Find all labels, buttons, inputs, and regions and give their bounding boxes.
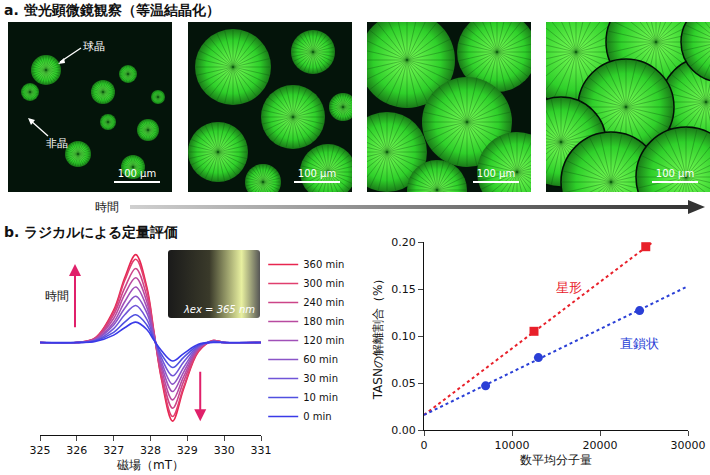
svg-text:326: 326 — [66, 444, 87, 457]
svg-text:時間: 時間 — [45, 289, 69, 303]
svg-text:327: 327 — [103, 444, 124, 457]
svg-text:60 min: 60 min — [303, 354, 338, 365]
svg-text:100 μm: 100 μm — [118, 168, 156, 179]
svg-text:30000: 30000 — [671, 439, 706, 452]
svg-text:時間: 時間 — [95, 200, 119, 214]
svg-text:0.05: 0.05 — [391, 377, 416, 390]
svg-text:360 min: 360 min — [303, 259, 344, 270]
svg-text:非晶: 非晶 — [46, 137, 68, 150]
svg-text:球晶: 球晶 — [83, 40, 105, 53]
svg-text:TASNの解離割合（%）: TASNの解離割合（%） — [371, 273, 385, 401]
svg-text:10000: 10000 — [495, 439, 530, 452]
svg-text:100 μm: 100 μm — [298, 168, 336, 179]
svg-text:0 min: 0 min — [303, 411, 331, 422]
svg-text:330: 330 — [214, 444, 235, 457]
html-text:b. ラジカルによる定量評価: b. ラジカルによる定量評価 — [4, 224, 179, 240]
svg-text:240 min: 240 min — [303, 297, 344, 308]
svg-text:0.10: 0.10 — [391, 330, 416, 343]
svg-text:180 min: 180 min — [303, 316, 344, 327]
svg-text:328: 328 — [140, 444, 161, 457]
svg-text:100 μm: 100 μm — [656, 168, 694, 179]
svg-text:329: 329 — [177, 444, 198, 457]
svg-text:磁場（mT）: 磁場（mT） — [116, 458, 184, 472]
svg-text:300 min: 300 min — [303, 278, 344, 289]
svg-text:20000: 20000 — [583, 439, 618, 452]
svg-text:30 min: 30 min — [303, 373, 338, 384]
svg-text:0: 0 — [421, 439, 428, 452]
svg-text:331: 331 — [251, 444, 272, 457]
svg-text:0.20: 0.20 — [391, 236, 416, 249]
svg-text:0.00: 0.00 — [391, 424, 416, 437]
svg-text:10 min: 10 min — [303, 392, 338, 403]
html-text:λex = 365 nm: λex = 365 nm — [183, 304, 255, 315]
html-text:a. 蛍光顕微鏡観察（等温結晶化）: a. 蛍光顕微鏡観察（等温結晶化） — [4, 2, 220, 18]
svg-text:数平均分子量: 数平均分子量 — [520, 453, 592, 467]
svg-text:325: 325 — [30, 444, 51, 457]
svg-text:120 min: 120 min — [303, 335, 344, 346]
svg-text:星形: 星形 — [556, 280, 582, 295]
svg-text:100 μm: 100 μm — [477, 168, 515, 179]
svg-text:直鎖状: 直鎖状 — [620, 336, 659, 351]
svg-text:0.15: 0.15 — [391, 283, 416, 296]
